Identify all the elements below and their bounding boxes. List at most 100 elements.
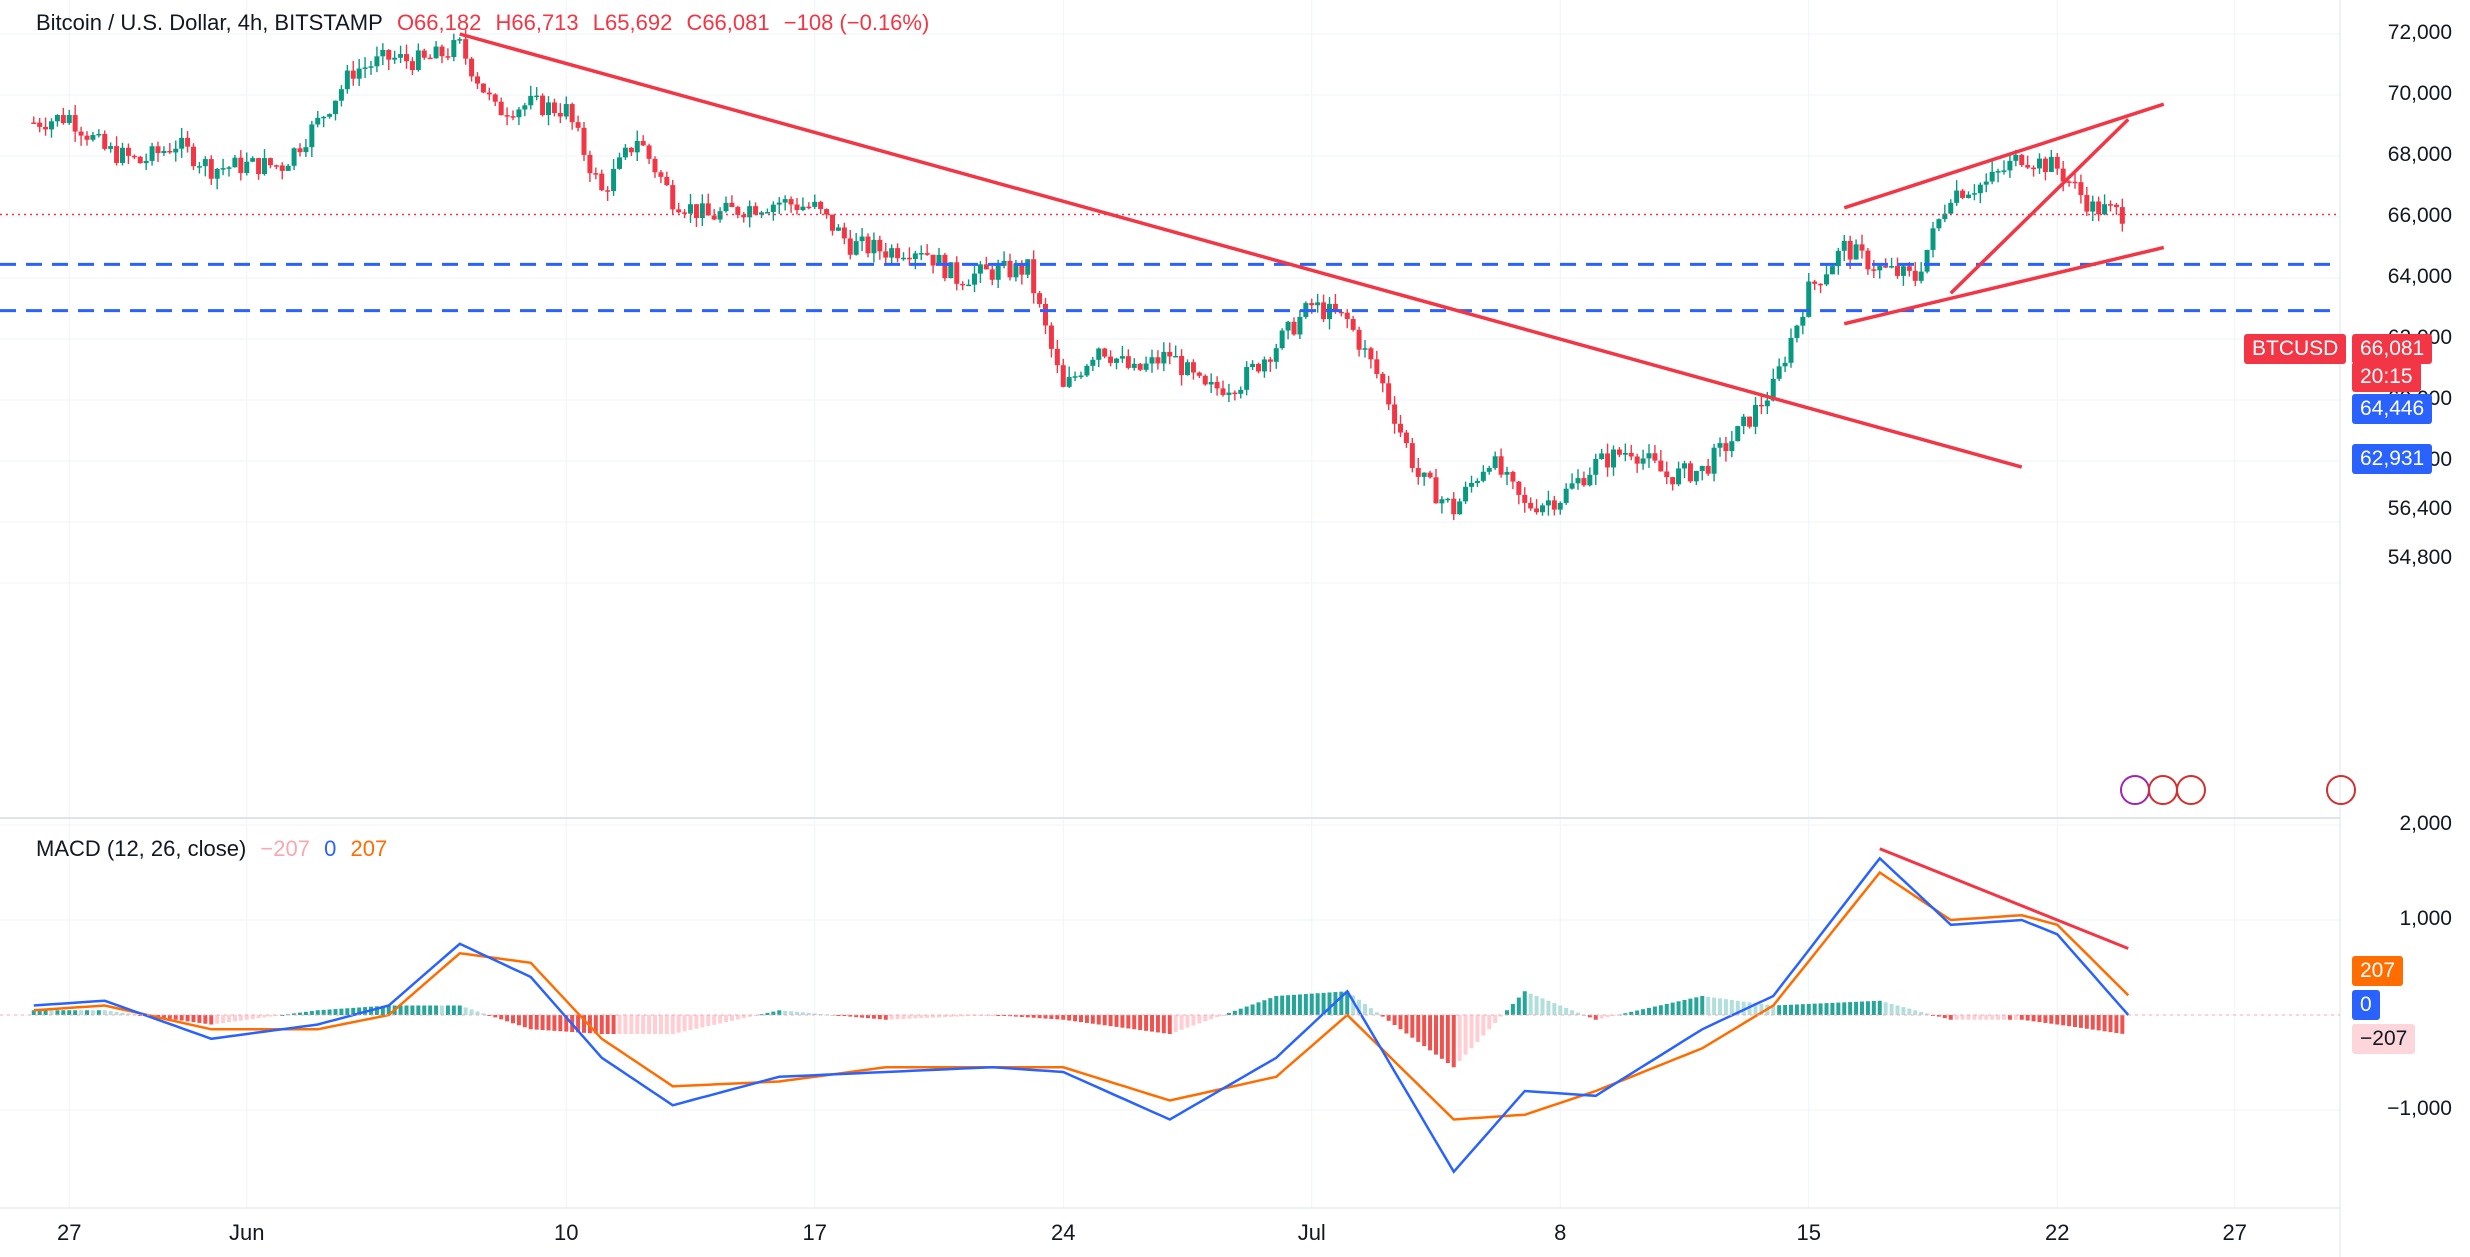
macd-hist-bar-292 bbox=[1759, 1003, 1764, 1015]
candle-body-321 bbox=[1930, 228, 1936, 250]
candle-body-289 bbox=[1741, 416, 1747, 427]
candle-body-172 bbox=[1048, 325, 1054, 349]
macd-hist-bar-302 bbox=[1818, 1003, 1823, 1015]
macd-hist-bar-320 bbox=[1925, 1013, 1930, 1015]
macd-hist-bar-309 bbox=[1860, 1001, 1864, 1015]
macd-hist-bar-9 bbox=[85, 1010, 89, 1015]
ohlc-high: H66,713 bbox=[495, 10, 579, 35]
macd-hist-bar-72 bbox=[457, 1005, 462, 1015]
macd-hist-bar-74 bbox=[469, 1009, 474, 1015]
ohlc-low: L65,692 bbox=[592, 10, 673, 35]
candle-body-245 bbox=[1480, 471, 1486, 481]
signal-line bbox=[33, 870, 2130, 1121]
candle-body-186 bbox=[1131, 363, 1137, 368]
candle-body-127 bbox=[782, 199, 788, 203]
macd-hist-bar-272 bbox=[1641, 1009, 1646, 1015]
macd-hist-bar-177 bbox=[1079, 1015, 1083, 1023]
candle-body-203 bbox=[1232, 392, 1238, 395]
us-flag-event-icon-2[interactable] bbox=[2176, 775, 2206, 805]
macd-hist-bar-26 bbox=[185, 1015, 190, 1022]
macd-hist-value: −207 bbox=[260, 836, 310, 861]
macd-hist-bar-194 bbox=[1179, 1015, 1184, 1030]
candle-body-57 bbox=[368, 66, 374, 68]
candle-body-115 bbox=[711, 215, 717, 220]
macd-hist-bar-86 bbox=[540, 1015, 545, 1031]
macd-hist-bar-166 bbox=[1013, 1015, 1018, 1017]
macd-hist-bar-64 bbox=[410, 1005, 415, 1015]
candle-body-216 bbox=[1309, 303, 1315, 306]
candle-body-94 bbox=[587, 154, 593, 174]
macd-hist-bar-90 bbox=[564, 1015, 569, 1032]
candle-body-31 bbox=[214, 168, 220, 179]
macd-hist-bar-261 bbox=[1576, 1012, 1580, 1015]
lightning-event-icon[interactable] bbox=[2120, 775, 2150, 805]
macd-hist-bar-82 bbox=[516, 1015, 521, 1026]
candle-body-165 bbox=[1007, 260, 1013, 278]
trendline-0 bbox=[459, 32, 2023, 469]
macd-hist-bar-55 bbox=[357, 1007, 362, 1015]
candle-body-348 bbox=[2090, 201, 2096, 212]
macd-hist-bar-16 bbox=[126, 1013, 131, 1015]
candle-body-220 bbox=[1332, 303, 1338, 312]
candle-body-118 bbox=[729, 202, 735, 208]
candle-body-22 bbox=[161, 150, 167, 154]
macd-signal-value: 207 bbox=[350, 836, 388, 861]
candle-body-167 bbox=[1019, 263, 1025, 275]
candle-body-233 bbox=[1409, 443, 1415, 468]
macd-hist-bar-238 bbox=[1439, 1015, 1444, 1059]
candle-body-196 bbox=[1190, 362, 1196, 373]
macd-hist-bar-248 bbox=[1499, 1015, 1504, 1017]
macd-hist-bar-329 bbox=[1978, 1015, 1983, 1020]
candle-body-205 bbox=[1244, 367, 1250, 390]
macd-hist-bar-345 bbox=[2073, 1015, 2077, 1028]
macd-hist-bar-315 bbox=[1895, 1005, 1900, 1015]
macd-hist-bar-215 bbox=[1303, 994, 1308, 1015]
candle-body-347 bbox=[2084, 195, 2090, 212]
macd-hist-bar-98 bbox=[611, 1015, 616, 1034]
macd-hist-bar-349 bbox=[2096, 1015, 2101, 1031]
macd-hist-bar-104 bbox=[647, 1015, 652, 1034]
candle-body-254 bbox=[1534, 508, 1540, 513]
macd-hist-bar-300 bbox=[1806, 1003, 1811, 1015]
price-tick-4: 68,000 bbox=[2387, 143, 2452, 166]
candle-body-21 bbox=[155, 146, 161, 154]
us-flag-event-icon[interactable] bbox=[2148, 775, 2178, 805]
macd-hist-bar-5 bbox=[61, 1010, 66, 1015]
macd-hist-bar-37 bbox=[250, 1015, 255, 1019]
candle-body-20 bbox=[149, 146, 155, 161]
candle-body-335 bbox=[2013, 154, 2019, 161]
macd-hist-bar-96 bbox=[599, 1015, 604, 1034]
macd-hist-bar-48 bbox=[315, 1010, 320, 1015]
candle-body-176 bbox=[1072, 376, 1078, 378]
candle-body-44 bbox=[291, 148, 297, 166]
macd-hist-bar-237 bbox=[1434, 1015, 1438, 1055]
macd-hist-bar-175 bbox=[1067, 1015, 1072, 1021]
candle-body-226 bbox=[1368, 348, 1374, 360]
macd-hist-bar-10 bbox=[90, 1010, 95, 1015]
macd-hist-bar-276 bbox=[1664, 1003, 1669, 1015]
macd-hist-bar-114 bbox=[706, 1015, 711, 1027]
candle-body-320 bbox=[1924, 249, 1930, 272]
macd-hist-bar-275 bbox=[1658, 1005, 1663, 1015]
macd-hist-bar-330 bbox=[1984, 1015, 1989, 1020]
macd-hist-bar-68 bbox=[434, 1005, 439, 1015]
macd-hist-bar-66 bbox=[422, 1005, 427, 1015]
macd-hist-bar-312 bbox=[1877, 1000, 1882, 1015]
macd-hist-bar-1 bbox=[37, 1010, 42, 1015]
macd-hist-bar-172 bbox=[1049, 1015, 1054, 1019]
macd-hist-bar-65 bbox=[416, 1005, 421, 1015]
candle-body-307 bbox=[1847, 240, 1853, 260]
candle-body-68 bbox=[433, 46, 439, 59]
macd-hist-bar-122 bbox=[753, 1015, 758, 1016]
candle-body-210 bbox=[1273, 348, 1279, 362]
macd-hist-bar-140 bbox=[860, 1015, 865, 1018]
candle-body-87 bbox=[546, 102, 551, 116]
price-tick-10: 56,400 bbox=[2387, 496, 2452, 520]
trendline-2 bbox=[1843, 245, 2165, 326]
candle-body-29 bbox=[202, 159, 208, 167]
macd-hist-bar-67 bbox=[428, 1005, 433, 1015]
us-flag-event-icon-3[interactable] bbox=[2326, 775, 2356, 805]
candle-body-141 bbox=[865, 236, 871, 254]
candle-body-119 bbox=[735, 207, 741, 215]
